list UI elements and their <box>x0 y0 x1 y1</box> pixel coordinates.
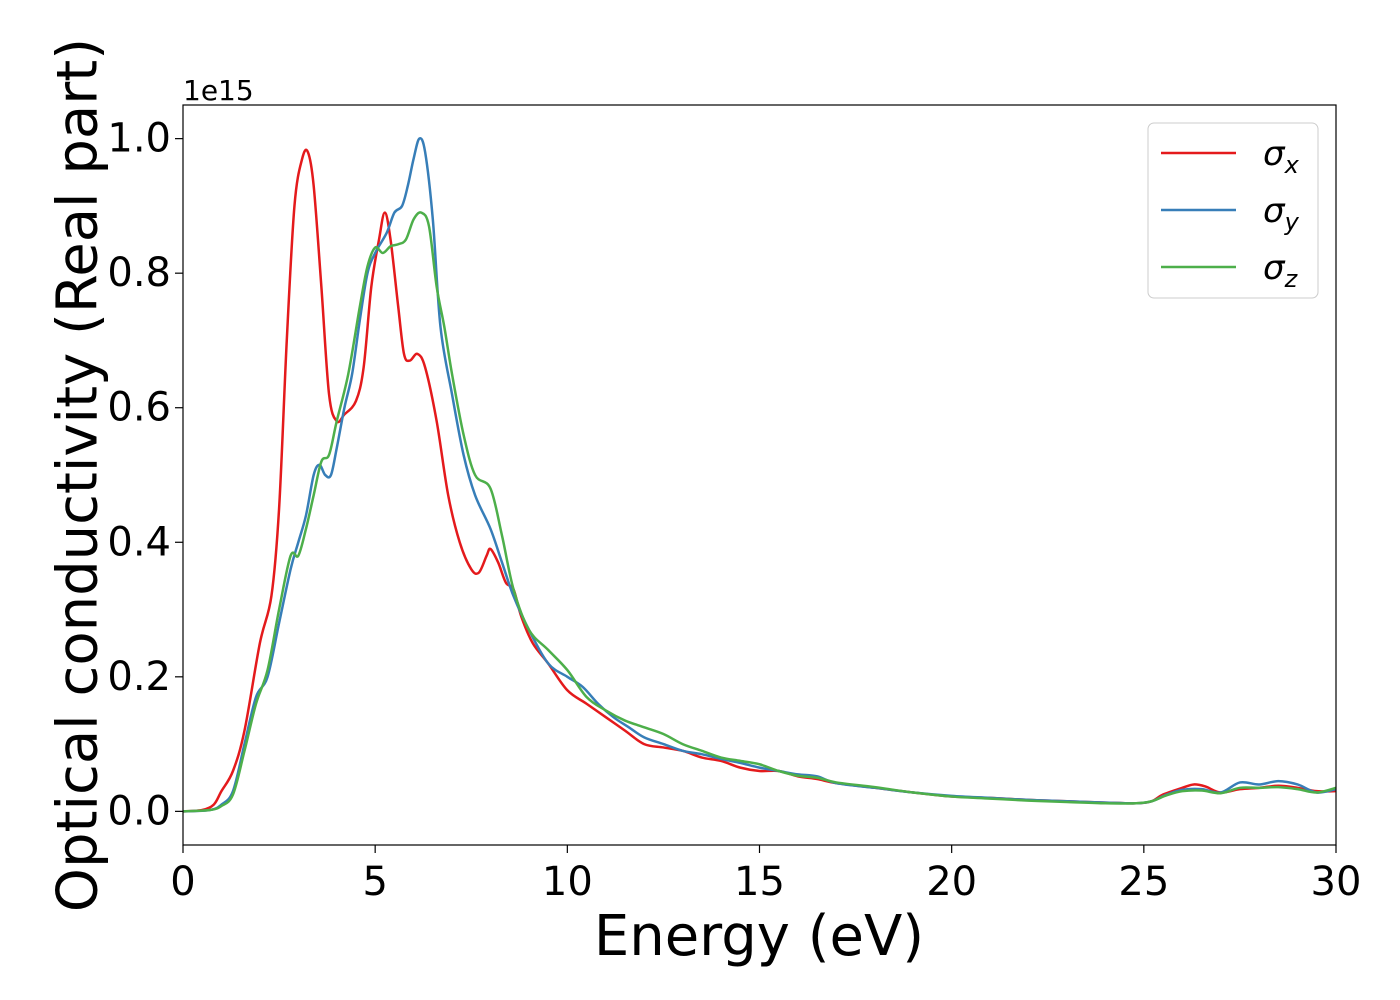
y-tick-label: 0.4 <box>107 519 171 565</box>
y-tick-label: 0.2 <box>107 654 171 700</box>
legend-label-y: σy <box>1263 191 1300 236</box>
y-tick-label: 0.0 <box>107 788 171 834</box>
x-axis-title: Energy (eV) <box>594 904 924 969</box>
y-axis-ticks: 0.0 0.2 0.4 0.6 0.8 1.0 <box>107 116 183 834</box>
legend-label-z: σz <box>1263 248 1299 293</box>
y-axis-title: Optical conductivity (Real part) <box>46 38 111 912</box>
x-tick-label: 15 <box>734 859 785 905</box>
x-tick-label: 0 <box>170 859 195 905</box>
legend: σx σy σz <box>1147 122 1319 299</box>
y-tick-label: 0.8 <box>107 250 171 296</box>
series-line-z <box>182 211 1337 813</box>
x-tick-label: 25 <box>1118 859 1169 905</box>
y-tick-label: 0.6 <box>107 385 171 431</box>
x-tick-label: 5 <box>362 859 387 905</box>
x-tick-label: 10 <box>542 859 593 905</box>
x-tick-label: 30 <box>1311 859 1362 905</box>
legend-label-x: σx <box>1263 134 1300 179</box>
y-tick-label: 1.0 <box>107 116 171 162</box>
x-tick-label: 20 <box>926 859 977 905</box>
y-offset-label: 1e15 <box>183 74 254 107</box>
x-axis-ticks: 0 5 10 15 20 25 30 <box>170 845 1361 905</box>
series-lines <box>182 137 1337 813</box>
